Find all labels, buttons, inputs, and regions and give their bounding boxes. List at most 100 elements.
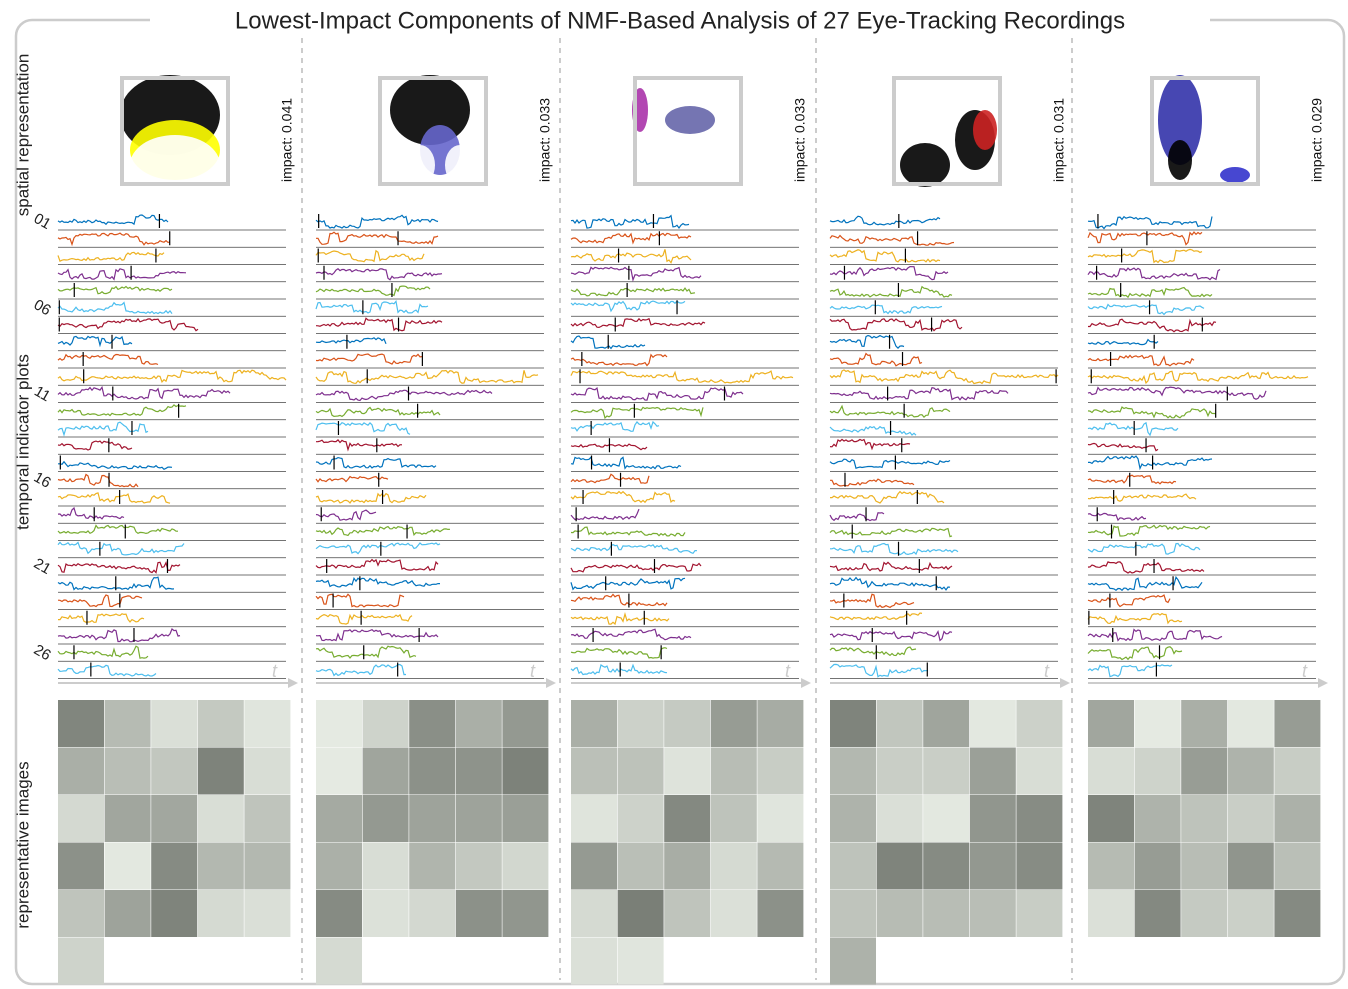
thumbnail: [970, 748, 1016, 795]
time-label: t: [272, 661, 278, 681]
time-label: t: [530, 661, 536, 681]
thumbnail: [970, 795, 1016, 842]
thumbnail: [1135, 795, 1181, 842]
indicator-line: [571, 407, 703, 418]
impact-label: impact: 0.033: [792, 98, 808, 182]
thumbnail: [456, 748, 502, 795]
thumbnail: [409, 843, 455, 890]
indicator-line: [316, 440, 402, 450]
indicator-line: [1088, 288, 1212, 298]
thumbnail: [409, 748, 455, 795]
thumbnail: [151, 843, 197, 890]
thumbnail: [502, 890, 548, 937]
thumbnail: [151, 748, 197, 795]
thumbnail: [151, 795, 197, 842]
indicator-line: [316, 477, 388, 482]
time-arrow: [546, 678, 556, 688]
indicator-line: [830, 513, 884, 521]
indicator-line: [830, 427, 916, 436]
thumbnail: [618, 795, 664, 842]
thumbnail: [58, 890, 104, 937]
indicator-line: [58, 319, 198, 331]
impact-label: impact: 0.029: [1309, 98, 1325, 182]
indicator-line: [571, 614, 669, 624]
indicator-line: [571, 545, 697, 554]
indicator-line: [58, 287, 172, 294]
impact-label: impact: 0.041: [279, 98, 295, 182]
spatial-blob: [405, 145, 435, 185]
indicator-line: [1088, 340, 1158, 345]
thumbnail: [877, 795, 923, 842]
indicator-line: [1088, 475, 1176, 484]
thumbnail: [198, 890, 244, 937]
indicator-line: [58, 526, 178, 534]
thumbnail: [456, 700, 502, 747]
indicator-line: [58, 462, 172, 470]
indicator-line: [316, 578, 440, 587]
time-arrow: [1060, 678, 1070, 688]
thumbnail: [1016, 748, 1062, 795]
indicator-line: [58, 269, 186, 280]
thumbnail: [1135, 700, 1181, 747]
indicator-line: [58, 493, 170, 503]
indicator-line: [1088, 544, 1200, 555]
thumbnail: [456, 890, 502, 937]
thumbnail: [105, 748, 151, 795]
indicator-line: [1088, 217, 1212, 229]
indicator-line: [830, 613, 922, 620]
indicator-line: [58, 562, 180, 572]
thumbnail: [1228, 795, 1274, 842]
thumbnail: [757, 890, 803, 937]
indicator-line: [571, 594, 667, 605]
thumbnail: [151, 890, 197, 937]
indicator-line: [830, 250, 940, 262]
indicator-line: [571, 629, 691, 639]
thumbnail: [316, 938, 362, 985]
thumbnail: [456, 843, 502, 890]
thumbnail: [316, 890, 362, 937]
thumbnail: [923, 843, 969, 890]
indicator-line: [571, 527, 685, 536]
thumbnail: [970, 843, 1016, 890]
thumbnail: [502, 795, 548, 842]
thumbnail: [58, 748, 104, 795]
indicator-line: [1088, 232, 1202, 245]
indicator-line: [58, 629, 180, 642]
thumbnail: [198, 700, 244, 747]
spatial-image: [1152, 75, 1258, 184]
thumbnail: [502, 843, 548, 890]
thumbnail: [1135, 890, 1181, 937]
thumbnail: [1228, 843, 1274, 890]
indicator-line: [830, 578, 950, 590]
thumbnail: [1088, 890, 1134, 937]
time-arrow: [1318, 678, 1328, 688]
indicator-line: [1088, 371, 1308, 383]
indicator-line: [316, 646, 416, 658]
row-label: 11: [31, 383, 53, 406]
thumbnail: [830, 748, 876, 795]
indicator-line: [830, 632, 952, 641]
thumbnail: [1274, 700, 1320, 747]
thumbnail: [757, 700, 803, 747]
thumbnail: [664, 748, 710, 795]
thumbnail: [1181, 795, 1227, 842]
indicator-line: [316, 338, 386, 344]
spatial-blob: [973, 110, 997, 150]
indicator-line: [58, 665, 156, 676]
thumbnail: [244, 890, 290, 937]
indicator-line: [830, 459, 950, 468]
thumbnail: [244, 700, 290, 747]
thumbnail: [877, 843, 923, 890]
indicator-line: [1088, 443, 1158, 450]
indicator-line: [830, 439, 910, 448]
indicator-line: [1088, 647, 1182, 660]
thumbnail: [1088, 843, 1134, 890]
thumbnail: [316, 843, 362, 890]
indicator-line: [571, 267, 701, 280]
thumbnail: [664, 890, 710, 937]
thumbnail: [571, 938, 617, 985]
indicator-line: [316, 543, 440, 554]
indicator-line: [316, 665, 406, 676]
side-label: temporal indicator plots: [13, 354, 32, 530]
thumbnail: [105, 843, 151, 890]
